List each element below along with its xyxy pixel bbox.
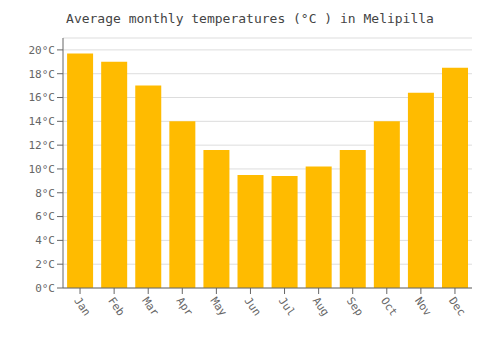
svg-text:Feb: Feb <box>105 295 127 319</box>
svg-text:20°C: 20°C <box>29 44 56 57</box>
svg-text:Jul: Jul <box>276 295 298 319</box>
svg-text:Nov: Nov <box>412 295 434 319</box>
svg-text:18°C: 18°C <box>29 68 56 81</box>
svg-text:12°C: 12°C <box>29 139 56 152</box>
svg-text:Oct: Oct <box>378 295 400 319</box>
svg-text:Apr: Apr <box>173 295 195 319</box>
svg-text:Jun: Jun <box>242 295 264 319</box>
svg-text:Jan: Jan <box>71 295 93 319</box>
html-text:Average monthly temperatures (: Average monthly temperatures (°C ) in Me… <box>66 11 434 26</box>
svg-text:Aug: Aug <box>310 295 332 319</box>
svg-text:16°C: 16°C <box>29 91 56 104</box>
svg-text:4°C: 4°C <box>35 234 55 247</box>
svg-text:May: May <box>208 295 230 319</box>
svg-text:Mar: Mar <box>139 295 161 319</box>
svg-text:14°C: 14°C <box>29 115 56 128</box>
svg-text:8°C: 8°C <box>35 187 55 200</box>
svg-text:10°C: 10°C <box>29 163 56 176</box>
svg-text:6°C: 6°C <box>35 210 55 223</box>
svg-text:Dec: Dec <box>446 295 468 319</box>
svg-text:Sep: Sep <box>344 295 366 319</box>
svg-text:2°C: 2°C <box>35 258 55 271</box>
svg-text:0°C: 0°C <box>35 282 55 295</box>
